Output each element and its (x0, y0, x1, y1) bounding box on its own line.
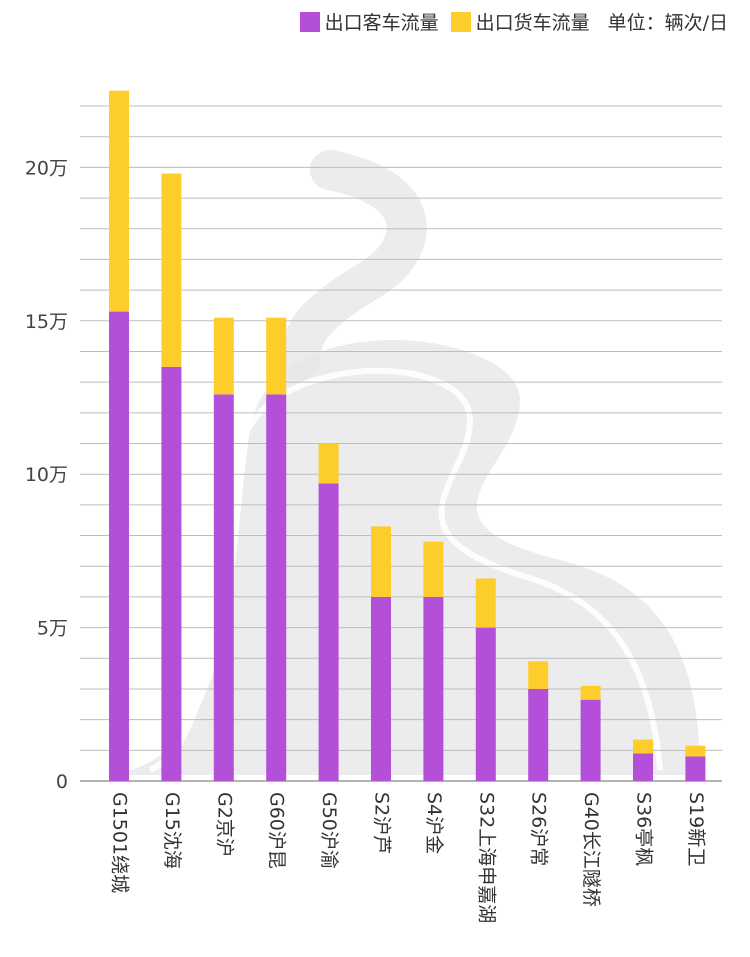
chart-legend: 出口客车流量 出口货车流量 单位：辆次/日 (299, 8, 728, 35)
unit-label: 单位：辆次/日 (607, 12, 728, 34)
x-category-label: G60沪昆 (266, 792, 288, 869)
x-category-label: S2沪芦 (371, 792, 393, 854)
bar-passenger (318, 483, 339, 781)
bar-freight (318, 443, 339, 484)
bar-passenger (109, 311, 129, 781)
bar-freight (213, 317, 234, 395)
bar-freight (161, 173, 182, 367)
bar-freight (266, 317, 287, 395)
y-tick-label: 5万 (37, 618, 68, 640)
legend-swatch-passenger (299, 11, 320, 32)
x-category-label: S32上海申嘉湖 (475, 792, 497, 923)
bar-passenger (266, 394, 287, 781)
x-category-label: S36亭枫 (633, 792, 655, 866)
decorative-road (100, 340, 700, 775)
bar-freight (580, 685, 601, 700)
bar-passenger (685, 756, 706, 781)
bar-passenger (633, 753, 653, 781)
bar-freight (633, 739, 653, 754)
bar-passenger (423, 596, 444, 781)
x-category-label: S26沪常 (528, 792, 550, 866)
bar-freight (528, 661, 549, 689)
y-tick-label: 15万 (25, 311, 68, 333)
legend-label-freight: 出口货车流量 (475, 12, 590, 34)
x-category-label: S19新卫 (685, 792, 707, 866)
decorative-road-curve (280, 150, 427, 380)
bar-passenger (475, 627, 496, 781)
x-category-label: S4沪金 (423, 792, 445, 854)
x-category-label: G15沈海 (161, 792, 183, 869)
bar-passenger (213, 394, 234, 781)
legend-swatch-freight (450, 11, 471, 32)
legend-item-freight: 出口货车流量 (450, 8, 590, 35)
bar-freight (371, 526, 391, 597)
legend-label-passenger: 出口客车流量 (324, 12, 439, 34)
x-category-label: G50沪渝 (318, 792, 340, 869)
bar-freight (475, 578, 496, 628)
y-tick-label: 0 (56, 771, 68, 793)
x-category-label: G2京沪 (213, 792, 235, 857)
y-tick-label: 10万 (25, 464, 68, 486)
bar-freight (685, 745, 706, 757)
x-category-label: G40长江隧桥 (580, 792, 602, 907)
legend-item-passenger: 出口客车流量 (299, 8, 439, 35)
bar-passenger (161, 366, 182, 781)
bar-passenger (371, 596, 391, 781)
bar-passenger (528, 688, 549, 781)
x-category-label: G1501绕城 (109, 792, 131, 893)
bar-freight (423, 541, 444, 597)
bar-freight (109, 90, 129, 312)
y-tick-label: 20万 (25, 157, 68, 179)
bar-passenger (580, 699, 601, 781)
